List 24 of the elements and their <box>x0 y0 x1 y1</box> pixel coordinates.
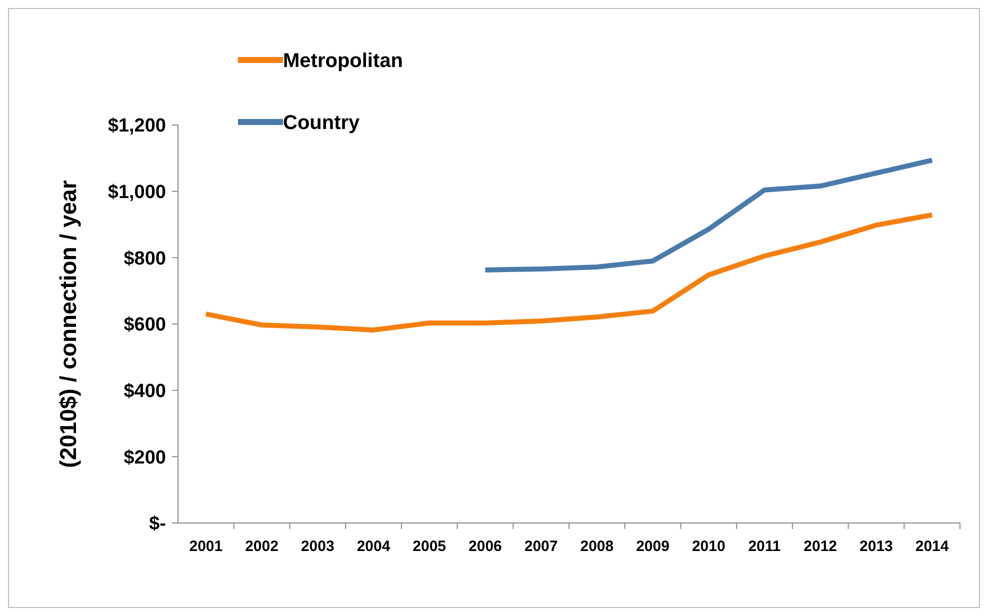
x-tick-label: 2008 <box>580 538 614 555</box>
x-tick-label: 2003 <box>300 538 334 555</box>
x-tick-label: 2012 <box>804 538 838 555</box>
legend-label: Metropolitan <box>283 50 403 72</box>
legend-label: Country <box>283 112 361 134</box>
y-tick-label: $400 <box>124 380 166 402</box>
y-tick-label: $600 <box>124 314 166 336</box>
x-tick-label: 2013 <box>860 538 893 555</box>
x-tick-label: 2010 <box>692 538 726 555</box>
x-tick-label: 2014 <box>915 538 950 555</box>
y-tick-label: $800 <box>124 248 166 270</box>
y-tick-label: $200 <box>124 447 166 468</box>
x-tick-label: 2007 <box>524 538 558 555</box>
y-tick-label: $1,000 <box>108 182 166 203</box>
x-tick-label: 2009 <box>636 538 670 555</box>
x-tick-label: 2004 <box>356 538 391 555</box>
x-tick-label: 2011 <box>748 538 781 555</box>
y-axis-title: (2010$) / connection / year <box>55 180 81 468</box>
x-tick-label: 2001 <box>189 538 223 555</box>
x-tick-label: 2005 <box>412 538 446 555</box>
y-tick-label: $1,200 <box>108 116 166 137</box>
x-tick-label: 2006 <box>468 538 502 555</box>
x-tick-label: 2002 <box>245 538 278 555</box>
y-tick-label: $- <box>149 514 166 535</box>
